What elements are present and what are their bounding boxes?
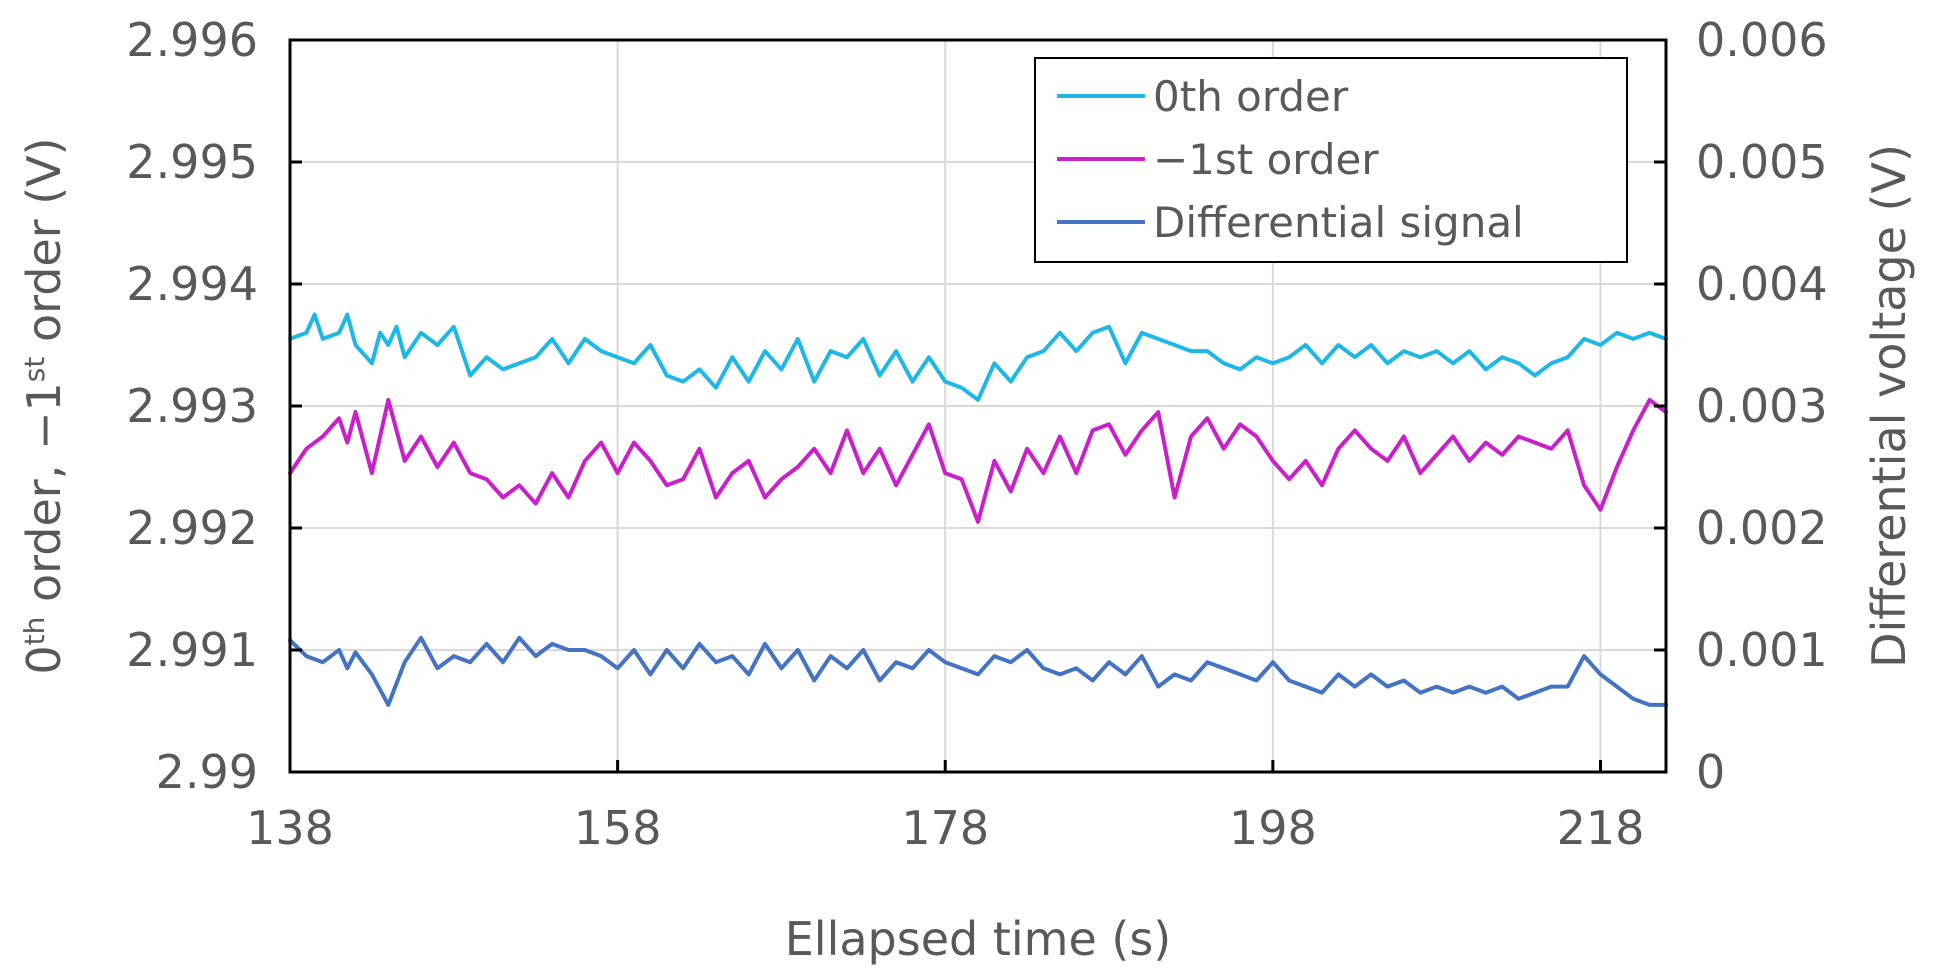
x-tick-label: 158 <box>574 801 662 855</box>
legend-label: −1st order <box>1153 135 1379 184</box>
y-left-title-part: order, −1 <box>17 382 71 616</box>
y-left-title-superscript: th <box>18 617 51 646</box>
tick-layer <box>288 38 1666 774</box>
series-line-2 <box>288 635 1668 707</box>
y-right-tick-label: 0.003 <box>1696 379 1828 433</box>
y-left-tick-label: 2.996 <box>126 13 258 67</box>
x-tick-label: 178 <box>901 801 989 855</box>
y-left-tick-label: 2.992 <box>126 501 258 555</box>
series-line-0 <box>288 312 1668 402</box>
legend: 0th order −1st order Differential signal <box>1034 57 1628 263</box>
y-right-tick-label: 0 <box>1696 745 1725 799</box>
y-right-tick-label: 0.005 <box>1696 135 1828 189</box>
y-left-title-superscript: st <box>18 357 51 383</box>
y-right-tick-label: 0.002 <box>1696 501 1828 555</box>
y-right-tick-label: 0.006 <box>1696 13 1828 67</box>
y-left-tick-label: 2.991 <box>126 623 258 677</box>
y-left-tick-label: 2.993 <box>126 379 258 433</box>
y-left-title-part: 0 <box>17 645 71 674</box>
x-tick-label: 198 <box>1229 801 1317 855</box>
y-left-tick-label: 2.995 <box>126 135 258 189</box>
legend-items: 0th order −1st order Differential signal <box>1057 72 1524 247</box>
y-left-tick-label: 2.994 <box>126 257 258 311</box>
y-right-tick-label: 0.001 <box>1696 623 1828 677</box>
y-right-axis-title: Differential voltage (V) <box>1862 144 1916 668</box>
label-layer: 138 158 178 198 218 2.99 2.991 2.992 2.993 2.994 2… <box>126 13 1827 855</box>
x-axis-title: Ellapsed time (s) <box>785 912 1172 966</box>
legend-label: Differential signal <box>1153 198 1524 247</box>
series-line-1 <box>288 397 1668 524</box>
legend-label: 0th order <box>1153 72 1349 121</box>
y-left-axis-title: 0th order, −1st order (V) <box>17 137 71 674</box>
series-layer <box>288 312 1668 707</box>
x-tick-label: 138 <box>246 801 334 855</box>
x-tick-label: 218 <box>1557 801 1645 855</box>
y-left-tick-label: 2.99 <box>156 745 258 799</box>
y-right-tick-label: 0.004 <box>1696 257 1828 311</box>
y-left-title-part: order (V) <box>17 137 71 356</box>
